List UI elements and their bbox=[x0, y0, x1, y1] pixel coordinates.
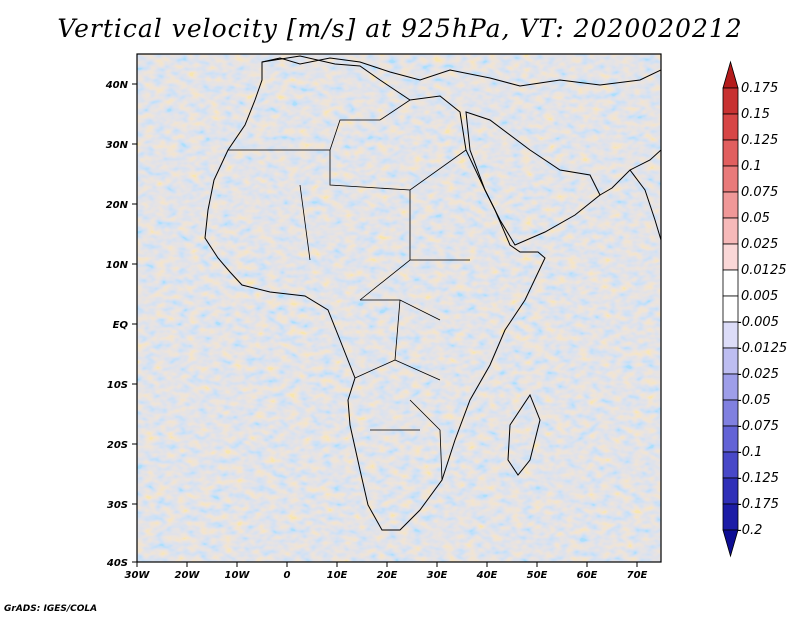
colorbar-swatch bbox=[722, 113, 739, 141]
colorbar-label: -0.05 bbox=[737, 393, 771, 408]
colorbar-arrow-bottom bbox=[722, 529, 739, 558]
colorbar-swatch bbox=[722, 321, 739, 349]
colorbar-label: 0.005 bbox=[741, 289, 778, 304]
colorbar-swatch bbox=[722, 425, 739, 453]
colorbar-label: 0.175 bbox=[741, 81, 778, 96]
colorbar-label: -0.025 bbox=[737, 367, 779, 382]
colorbar: 0.175 0.15 0.125 0.1 0.075 0.05 0.025 0.… bbox=[722, 60, 787, 558]
lat-tick-label: 10S bbox=[107, 380, 128, 391]
lat-tick-label: 30S bbox=[107, 500, 128, 511]
colorbar-label: 0.075 bbox=[741, 185, 778, 200]
lon-tick-label: 10W bbox=[225, 570, 251, 581]
lon-tick-label: 40E bbox=[476, 570, 498, 581]
colorbar-label: 0.1 bbox=[741, 159, 762, 174]
africa-coastline bbox=[204, 55, 546, 531]
lon-tick-label: 70E bbox=[627, 570, 648, 581]
colorbar-label: -0.125 bbox=[737, 471, 779, 486]
europe-coast bbox=[261, 57, 661, 87]
lat-tick-label: 20S bbox=[107, 440, 128, 451]
colorbar-label: -0.1 bbox=[737, 445, 762, 460]
colorbar-swatch bbox=[722, 243, 739, 271]
lon-tick-label: 60E bbox=[577, 570, 598, 581]
lat-tick-label: EQ bbox=[113, 320, 129, 331]
lon-tick-label: 50E bbox=[527, 570, 548, 581]
colorbar-swatch bbox=[722, 503, 739, 531]
colorbar-label: 0.15 bbox=[741, 107, 770, 122]
colorbar-swatch bbox=[722, 165, 739, 193]
country-borders bbox=[228, 99, 470, 481]
lon-tick-label: 10E bbox=[327, 570, 348, 581]
colorbar-swatch bbox=[722, 451, 739, 479]
colorbar-swatch bbox=[722, 269, 739, 297]
colorbar-label: -0.2 bbox=[737, 523, 762, 538]
india-coast bbox=[629, 169, 661, 241]
colorbar-swatch bbox=[722, 373, 739, 401]
map-title: Vertical velocity [m/s] at 925hPa, VT: 2… bbox=[57, 14, 743, 43]
colorbar-swatch bbox=[722, 347, 739, 375]
colorbar-swatch bbox=[722, 191, 739, 219]
colorbar-label: 0.05 bbox=[741, 211, 770, 226]
colorbar-swatch bbox=[722, 217, 739, 245]
lat-axis: 40N 30N 20N 10N EQ 10S 20S 30S 40S bbox=[105, 80, 137, 569]
colorbar-label: -0.005 bbox=[737, 315, 779, 330]
lat-tick-label: 40S bbox=[106, 558, 128, 569]
lat-tick-label: 10N bbox=[106, 260, 129, 271]
colorbar-label: -0.0125 bbox=[737, 341, 787, 356]
lon-tick-label: 0 bbox=[284, 570, 291, 581]
lon-tick-label: 30W bbox=[125, 570, 151, 581]
lat-tick-label: 40N bbox=[105, 80, 129, 91]
colorbar-label: -0.175 bbox=[737, 497, 779, 512]
lon-tick-label: 20W bbox=[175, 570, 201, 581]
colorbar-arrow-top bbox=[722, 60, 739, 89]
lon-tick-label: 30E bbox=[427, 570, 448, 581]
lat-tick-label: 30N bbox=[106, 140, 129, 151]
lat-tick-label: 20N bbox=[106, 200, 129, 211]
colorbar-swatch bbox=[722, 295, 739, 323]
colorbar-swatch bbox=[722, 477, 739, 505]
colorbar-swatch bbox=[722, 139, 739, 167]
lon-axis: 30W 20W 10W 0 10E 20E 30E 40E 50E 60E 70… bbox=[125, 562, 648, 581]
colorbar-label: -0.075 bbox=[737, 419, 779, 434]
colorbar-swatch bbox=[722, 399, 739, 427]
colorbar-label: 0.0125 bbox=[741, 263, 787, 278]
arabia-coastline bbox=[465, 111, 601, 246]
colorbar-label: 0.025 bbox=[741, 237, 778, 252]
madagascar bbox=[507, 393, 541, 476]
grads-credit: GrADS: IGES/COLA bbox=[4, 604, 98, 614]
lon-tick-label: 20E bbox=[377, 570, 398, 581]
colorbar-label: 0.125 bbox=[741, 133, 778, 148]
coastlines bbox=[204, 55, 661, 531]
colorbar-swatch bbox=[722, 87, 739, 115]
plot-frame bbox=[136, 53, 662, 563]
